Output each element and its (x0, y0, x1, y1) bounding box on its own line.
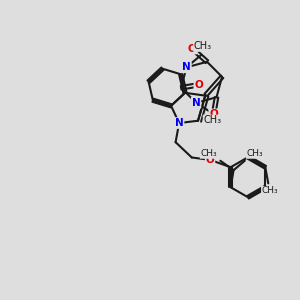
Text: O: O (188, 44, 197, 54)
Text: O: O (194, 80, 203, 90)
Text: O: O (206, 155, 214, 165)
Text: CH₃: CH₃ (200, 149, 217, 158)
Text: CH₃: CH₃ (261, 186, 278, 195)
Text: O: O (209, 109, 218, 119)
Text: CH₃: CH₃ (194, 41, 212, 51)
Text: CH₃: CH₃ (246, 149, 263, 158)
Text: N: N (192, 98, 200, 108)
Text: CH₃: CH₃ (203, 115, 221, 125)
Text: N: N (175, 118, 184, 128)
Text: N: N (182, 62, 191, 72)
